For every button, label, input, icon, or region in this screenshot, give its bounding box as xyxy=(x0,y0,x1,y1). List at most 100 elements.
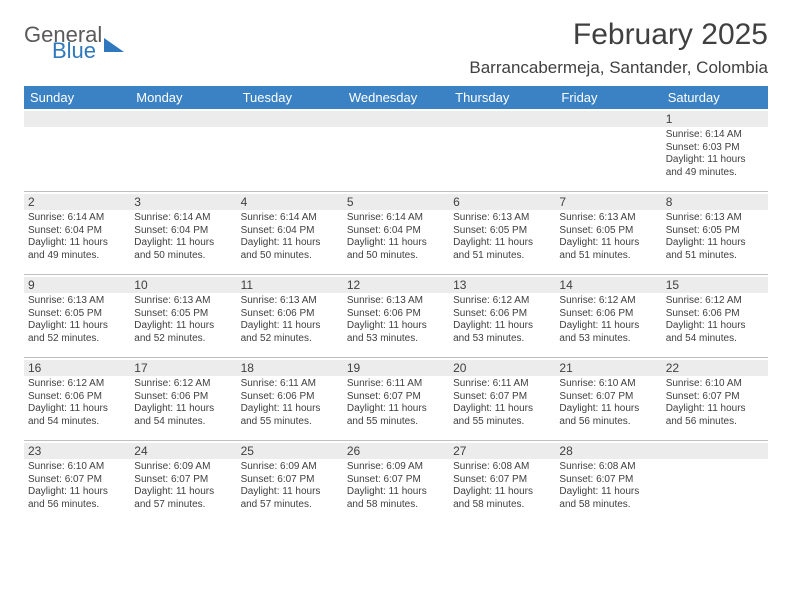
day-number: 25 xyxy=(237,443,343,459)
calendar-cell xyxy=(130,109,236,191)
day-details: Sunrise: 6:13 AMSunset: 6:05 PMDaylight:… xyxy=(28,295,126,345)
day-number: 28 xyxy=(555,443,661,459)
day-details: Sunrise: 6:14 AMSunset: 6:04 PMDaylight:… xyxy=(134,212,232,262)
calendar-cell: 21 Sunrise: 6:10 AMSunset: 6:07 PMDayligh… xyxy=(555,358,661,440)
day-details: Sunrise: 6:12 AMSunset: 6:06 PMDaylight:… xyxy=(559,295,657,345)
day-details: Sunrise: 6:14 AMSunset: 6:03 PMDaylight:… xyxy=(666,129,764,179)
day-number: 1 xyxy=(662,111,768,127)
day-details: Sunrise: 6:10 AMSunset: 6:07 PMDaylight:… xyxy=(559,378,657,428)
day-details: Sunrise: 6:14 AMSunset: 6:04 PMDaylight:… xyxy=(241,212,339,262)
day-number: 14 xyxy=(555,277,661,293)
day-number: 3 xyxy=(130,194,236,210)
calendar-cell xyxy=(343,109,449,191)
day-number: 8 xyxy=(662,194,768,210)
day-number: 5 xyxy=(343,194,449,210)
day-details: Sunrise: 6:14 AMSunset: 6:04 PMDaylight:… xyxy=(28,212,126,262)
calendar-row: 2Sunrise: 6:14 AMSunset: 6:04 PMDaylight… xyxy=(24,191,768,274)
calendar-cell: 20 Sunrise: 6:11 AMSunset: 6:07 PMDayligh… xyxy=(449,358,555,440)
day-details: Sunrise: 6:13 AMSunset: 6:06 PMDaylight:… xyxy=(347,295,445,345)
day-number: 2 xyxy=(24,194,130,210)
day-details: Sunrise: 6:13 AMSunset: 6:05 PMDaylight:… xyxy=(453,212,551,262)
day-details: Sunrise: 6:10 AMSunset: 6:07 PMDaylight:… xyxy=(28,461,126,511)
calendar-cell: 12Sunrise: 6:13 AMSunset: 6:06 PMDayligh… xyxy=(343,275,449,357)
calendar-cell: 4 Sunrise: 6:14 AMSunset: 6:04 PMDaylight… xyxy=(237,192,343,274)
calendar-cell: 14 Sunrise: 6:12 AMSunset: 6:06 PMDayligh… xyxy=(555,275,661,357)
calendar-row: 9 Sunrise: 6:13 AMSunset: 6:05 PMDaylight… xyxy=(24,274,768,357)
day-details: Sunrise: 6:09 AMSunset: 6:07 PMDaylight:… xyxy=(347,461,445,511)
calendar-cell: 22 Sunrise: 6:10 AMSunset: 6:07 PMDayligh… xyxy=(662,358,768,440)
calendar-cell: 9 Sunrise: 6:13 AMSunset: 6:05 PMDaylight… xyxy=(24,275,130,357)
calendar-cell: 13 Sunrise: 6:12 AMSunset: 6:06 PMDayligh… xyxy=(449,275,555,357)
day-number: 17 xyxy=(130,360,236,376)
day-details: Sunrise: 6:10 AMSunset: 6:07 PMDaylight:… xyxy=(666,378,764,428)
day-number: 11 xyxy=(237,277,343,293)
weekday-header: Monday xyxy=(130,86,236,109)
day-number: 19 xyxy=(343,360,449,376)
logo: General Blue xyxy=(24,24,124,62)
weekday-header: Saturday xyxy=(662,86,768,109)
weekday-header: Wednesday xyxy=(343,86,449,109)
calendar-row: 16Sunrise: 6:12 AMSunset: 6:06 PMDayligh… xyxy=(24,357,768,440)
day-number: 4 xyxy=(237,194,343,210)
day-details: Sunrise: 6:12 AMSunset: 6:06 PMDaylight:… xyxy=(28,378,126,428)
day-details: Sunrise: 6:11 AMSunset: 6:07 PMDaylight:… xyxy=(453,378,551,428)
calendar-cell: 28Sunrise: 6:08 AMSunset: 6:07 PMDayligh… xyxy=(555,441,661,523)
day-details: Sunrise: 6:14 AMSunset: 6:04 PMDaylight:… xyxy=(347,212,445,262)
day-number: 26 xyxy=(343,443,449,459)
calendar-cell: 10Sunrise: 6:13 AMSunset: 6:05 PMDayligh… xyxy=(130,275,236,357)
calendar-header-row: SundayMondayTuesdayWednesdayThursdayFrid… xyxy=(24,86,768,109)
day-number: 15 xyxy=(662,277,768,293)
calendar-cell: 3 Sunrise: 6:14 AMSunset: 6:04 PMDaylight… xyxy=(130,192,236,274)
calendar-cell: 8 Sunrise: 6:13 AMSunset: 6:05 PMDaylight… xyxy=(662,192,768,274)
day-number: 22 xyxy=(662,360,768,376)
calendar-cell: 7Sunrise: 6:13 AMSunset: 6:05 PMDaylight… xyxy=(555,192,661,274)
day-number: 21 xyxy=(555,360,661,376)
day-details: Sunrise: 6:12 AMSunset: 6:06 PMDaylight:… xyxy=(453,295,551,345)
day-details: Sunrise: 6:12 AMSunset: 6:06 PMDaylight:… xyxy=(134,378,232,428)
calendar-cell: 26 Sunrise: 6:09 AMSunset: 6:07 PMDayligh… xyxy=(343,441,449,523)
day-number xyxy=(343,111,449,127)
day-details: Sunrise: 6:11 AMSunset: 6:06 PMDaylight:… xyxy=(241,378,339,428)
day-number: 20 xyxy=(449,360,555,376)
calendar-cell xyxy=(555,109,661,191)
weekday-header: Tuesday xyxy=(237,86,343,109)
day-details: Sunrise: 6:08 AMSunset: 6:07 PMDaylight:… xyxy=(453,461,551,511)
calendar-cell: 15 Sunrise: 6:12 AMSunset: 6:06 PMDayligh… xyxy=(662,275,768,357)
calendar-cell: 24Sunrise: 6:09 AMSunset: 6:07 PMDayligh… xyxy=(130,441,236,523)
calendar-cell: 23 Sunrise: 6:10 AMSunset: 6:07 PMDayligh… xyxy=(24,441,130,523)
day-number xyxy=(449,111,555,127)
day-number: 27 xyxy=(449,443,555,459)
calendar-cell: 16Sunrise: 6:12 AMSunset: 6:06 PMDayligh… xyxy=(24,358,130,440)
day-details: Sunrise: 6:12 AMSunset: 6:06 PMDaylight:… xyxy=(666,295,764,345)
calendar-cell: 6 Sunrise: 6:13 AMSunset: 6:05 PMDaylight… xyxy=(449,192,555,274)
day-number xyxy=(130,111,236,127)
day-number: 13 xyxy=(449,277,555,293)
day-number: 24 xyxy=(130,443,236,459)
calendar-cell: 27 Sunrise: 6:08 AMSunset: 6:07 PMDayligh… xyxy=(449,441,555,523)
title-block: February 2025 Barrancabermeja, Santander… xyxy=(469,18,768,78)
day-details: Sunrise: 6:13 AMSunset: 6:06 PMDaylight:… xyxy=(241,295,339,345)
calendar-cell xyxy=(24,109,130,191)
day-number: 10 xyxy=(130,277,236,293)
calendar-cell: 5 Sunrise: 6:14 AMSunset: 6:04 PMDaylight… xyxy=(343,192,449,274)
day-number: 23 xyxy=(24,443,130,459)
day-number xyxy=(555,111,661,127)
calendar-cell: 11 Sunrise: 6:13 AMSunset: 6:06 PMDayligh… xyxy=(237,275,343,357)
day-details: Sunrise: 6:13 AMSunset: 6:05 PMDaylight:… xyxy=(666,212,764,262)
day-number: 6 xyxy=(449,194,555,210)
header: General Blue February 2025 Barrancaberme… xyxy=(24,18,768,78)
calendar-cell: 19 Sunrise: 6:11 AMSunset: 6:07 PMDayligh… xyxy=(343,358,449,440)
page: General Blue February 2025 Barrancaberme… xyxy=(0,0,792,541)
weekday-header: Sunday xyxy=(24,86,130,109)
day-details: Sunrise: 6:11 AMSunset: 6:07 PMDaylight:… xyxy=(347,378,445,428)
location-subtitle: Barrancabermeja, Santander, Colombia xyxy=(469,58,768,78)
calendar-row: 23 Sunrise: 6:10 AMSunset: 6:07 PMDayligh… xyxy=(24,440,768,523)
day-number: 9 xyxy=(24,277,130,293)
day-details: Sunrise: 6:09 AMSunset: 6:07 PMDaylight:… xyxy=(241,461,339,511)
calendar-cell xyxy=(237,109,343,191)
calendar-cell: 2 Sunrise: 6:14 AMSunset: 6:04 PMDaylight… xyxy=(24,192,130,274)
day-number xyxy=(24,111,130,127)
calendar-cell: 1 Sunrise: 6:14 AMSunset: 6:03 PMDaylight… xyxy=(662,109,768,191)
day-details: Sunrise: 6:13 AMSunset: 6:05 PMDaylight:… xyxy=(559,212,657,262)
logo-triangle-icon xyxy=(104,38,124,52)
